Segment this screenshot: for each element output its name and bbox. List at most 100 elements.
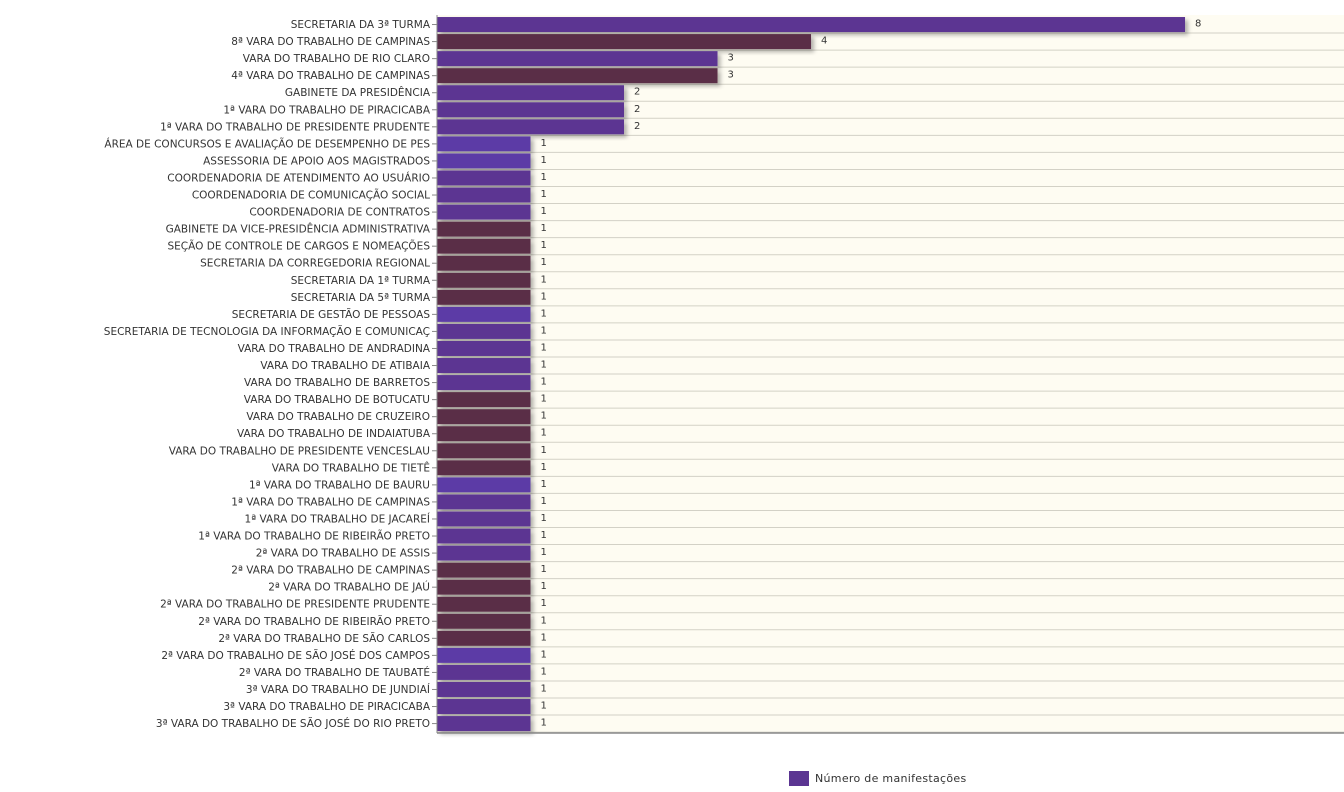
category-label: SECRETARIA DE TECNOLOGIA DA INFORMAÇÃO E… <box>104 325 430 338</box>
category-label: VARA DO TRABALHO DE BOTUCATU <box>244 394 430 406</box>
category-label: 3ª VARA DO TRABALHO DE PIRACICABA <box>223 701 430 713</box>
category-label: 2ª VARA DO TRABALHO DE TAUBATÉ <box>239 666 430 679</box>
category-label: SECRETARIA DA 1ª TURMA <box>291 275 431 287</box>
category-label: GABINETE DA PRESIDÊNCIA <box>285 86 431 99</box>
value-label: 1 <box>541 666 547 677</box>
category-label: 2ª VARA DO TRABALHO DE SÃO CARLOS <box>218 632 430 645</box>
bar[interactable] <box>437 579 531 595</box>
category-label: VARA DO TRABALHO DE PRESIDENTE VENCESLAU <box>169 445 430 457</box>
value-label: 1 <box>541 155 547 166</box>
bar[interactable] <box>437 119 625 135</box>
category-label: COORDENADORIA DE ATENDIMENTO AO USUÁRIO <box>167 171 430 184</box>
bar[interactable] <box>437 460 531 476</box>
value-label: 1 <box>541 325 547 336</box>
value-label: 1 <box>541 615 547 626</box>
value-label: 1 <box>541 308 547 319</box>
bars <box>437 17 1186 732</box>
value-label: 1 <box>541 445 547 456</box>
value-label: 1 <box>541 530 547 541</box>
bar[interactable] <box>437 204 531 220</box>
category-label: 3ª VARA DO TRABALHO DE JUNDIAÍ <box>246 683 430 696</box>
category-label: SEÇÃO DE CONTROLE DE CARGOS E NOMEAÇÕES <box>168 240 431 253</box>
category-label: VARA DO TRABALHO DE TIETÊ <box>272 461 430 474</box>
value-labels: 8 4 3 3 2 2 2 1 1 1 1 1 1 1 1 1 1 1 1 1 1 1 1 1 1 1 1 1 1 1 1 1 1 1 1 1 1 1 1 1… <box>541 19 1202 729</box>
bar[interactable] <box>437 630 531 646</box>
bar[interactable] <box>437 323 531 339</box>
bar[interactable] <box>437 68 718 84</box>
bar[interactable] <box>437 306 531 322</box>
value-label: 1 <box>541 223 547 234</box>
bar[interactable] <box>437 238 531 254</box>
category-label: VARA DO TRABALHO DE BARRETOS <box>244 377 430 389</box>
category-label: 2ª VARA DO TRABALHO DE JAÚ <box>268 581 430 594</box>
bar[interactable] <box>437 136 531 152</box>
category-label: VARA DO TRABALHO DE CRUZEIRO <box>246 411 430 423</box>
bar[interactable] <box>437 664 531 680</box>
category-label: SECRETARIA DA CORREGEDORIA REGIONAL <box>200 258 430 270</box>
bar[interactable] <box>437 426 531 442</box>
bar[interactable] <box>437 170 531 186</box>
bar[interactable] <box>437 153 531 169</box>
bar[interactable] <box>437 358 531 374</box>
category-label: 1ª VARA DO TRABALHO DE JACAREÍ <box>245 512 430 525</box>
bar[interactable] <box>437 477 531 493</box>
value-label: 3 <box>728 70 734 81</box>
bar[interactable] <box>437 716 531 732</box>
value-label: 1 <box>541 257 547 268</box>
value-label: 3 <box>728 53 734 64</box>
value-label: 2 <box>634 87 640 98</box>
bar[interactable] <box>437 392 531 408</box>
value-label: 1 <box>541 360 547 371</box>
bar[interactable] <box>437 699 531 715</box>
bar[interactable] <box>437 494 531 510</box>
bar[interactable] <box>437 375 531 391</box>
bar[interactable] <box>437 443 531 459</box>
value-label: 1 <box>541 632 547 643</box>
category-label: 2ª VARA DO TRABALHO DE PRESIDENTE PRUDEN… <box>160 599 430 611</box>
bar[interactable] <box>437 596 531 612</box>
bar[interactable] <box>437 340 531 356</box>
bar[interactable] <box>437 85 625 101</box>
bar[interactable] <box>437 34 812 50</box>
bar[interactable] <box>437 17 1186 33</box>
category-label: COORDENADORIA DE CONTRATOS <box>249 207 430 219</box>
value-label: 1 <box>541 683 547 694</box>
bar[interactable] <box>437 187 531 203</box>
bar[interactable] <box>437 272 531 288</box>
bar[interactable] <box>437 562 531 578</box>
category-label: 2ª VARA DO TRABALHO DE CAMPINAS <box>231 565 430 577</box>
category-label: VARA DO TRABALHO DE ATIBAIA <box>260 360 430 372</box>
category-labels: SECRETARIA DA 3ª TURMA 8ª VARA DO TRABALH… <box>104 19 437 730</box>
value-label: 1 <box>541 394 547 405</box>
bar[interactable] <box>437 255 531 271</box>
category-label: 1ª VARA DO TRABALHO DE PIRACICABA <box>223 104 430 116</box>
category-label: 2ª VARA DO TRABALHO DE RIBEIRÃO PRETO <box>198 615 430 628</box>
bar[interactable] <box>437 528 531 544</box>
row-grid <box>437 32 1344 733</box>
bar[interactable] <box>437 289 531 305</box>
category-label: 1ª VARA DO TRABALHO DE PRESIDENTE PRUDEN… <box>160 121 430 133</box>
value-label: 1 <box>541 411 547 422</box>
bar[interactable] <box>437 647 531 663</box>
bar[interactable] <box>437 409 531 425</box>
category-label: VARA DO TRABALHO DE INDAIATUBA <box>237 428 431 440</box>
bar[interactable] <box>437 102 625 118</box>
category-label: GABINETE DA VICE-PRESIDÊNCIA ADMINISTRAT… <box>166 223 431 236</box>
value-label: 1 <box>541 598 547 609</box>
bar[interactable] <box>437 613 531 629</box>
value-label: 1 <box>541 462 547 473</box>
bar[interactable] <box>437 511 531 527</box>
value-label: 4 <box>821 36 827 47</box>
category-label: 1ª VARA DO TRABALHO DE BAURU <box>249 479 430 491</box>
bar[interactable] <box>437 51 718 67</box>
value-label: 1 <box>541 138 547 149</box>
category-label: 3ª VARA DO TRABALHO DE SÃO JOSÉ DO RIO P… <box>156 717 430 730</box>
value-label: 1 <box>541 564 547 575</box>
bar[interactable] <box>437 545 531 561</box>
category-label: VARA DO TRABALHO DE RIO CLARO <box>243 53 430 65</box>
value-label: 1 <box>541 649 547 660</box>
value-label: 1 <box>541 342 547 353</box>
bar[interactable] <box>437 221 531 237</box>
bar[interactable] <box>437 681 531 697</box>
